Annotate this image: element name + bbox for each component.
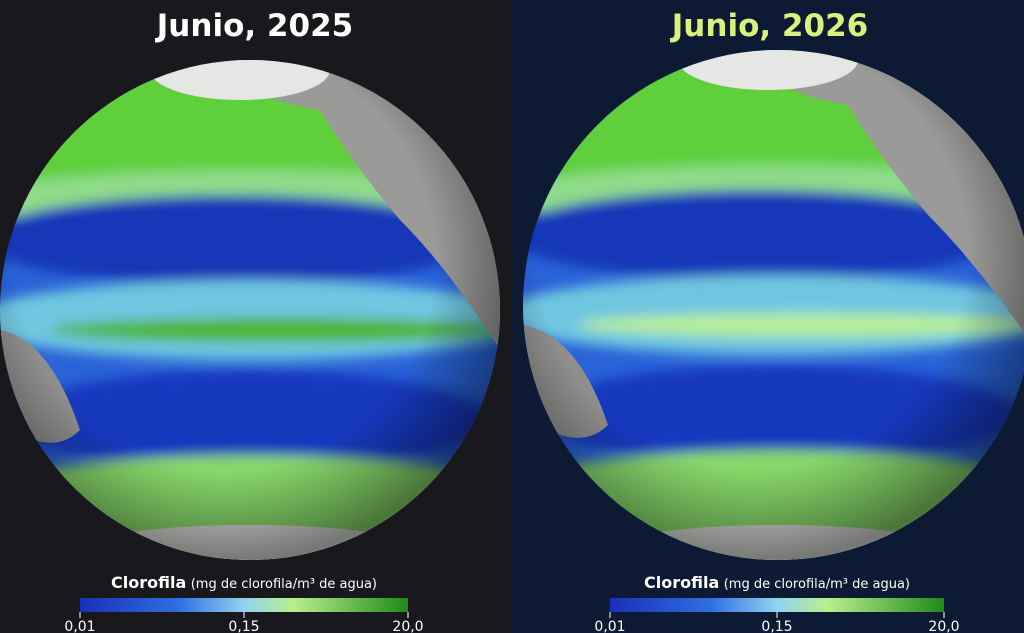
globe-shade <box>523 50 1024 560</box>
panel-title: Junio, 2026 <box>670 8 868 44</box>
legend-title: Clorofila (mg de clorofila/m³ de agua) <box>111 573 377 592</box>
legend-title: Clorofila (mg de clorofila/m³ de agua) <box>644 573 910 592</box>
panel-title: Junio, 2025 <box>155 8 353 44</box>
legend-name: Clorofila <box>111 573 186 592</box>
colorbar <box>80 598 408 612</box>
colorbar-tick-label: 0,01 <box>64 619 95 633</box>
colorbar-tick-label: 0,15 <box>761 619 792 633</box>
legend-units: (mg de clorofila/m³ de agua) <box>191 577 377 592</box>
colorbar-tick-label: 0,15 <box>228 619 259 633</box>
colorbar-tick-label: 20,0 <box>392 619 423 633</box>
legend-name: Clorofila <box>644 573 719 592</box>
legend-units: (mg de clorofila/m³ de agua) <box>724 577 910 592</box>
colorbar <box>610 598 944 612</box>
globe-shade <box>0 60 500 560</box>
colorbar-tick-label: 0,01 <box>594 619 625 633</box>
colorbar-tick-label: 20,0 <box>928 619 959 633</box>
